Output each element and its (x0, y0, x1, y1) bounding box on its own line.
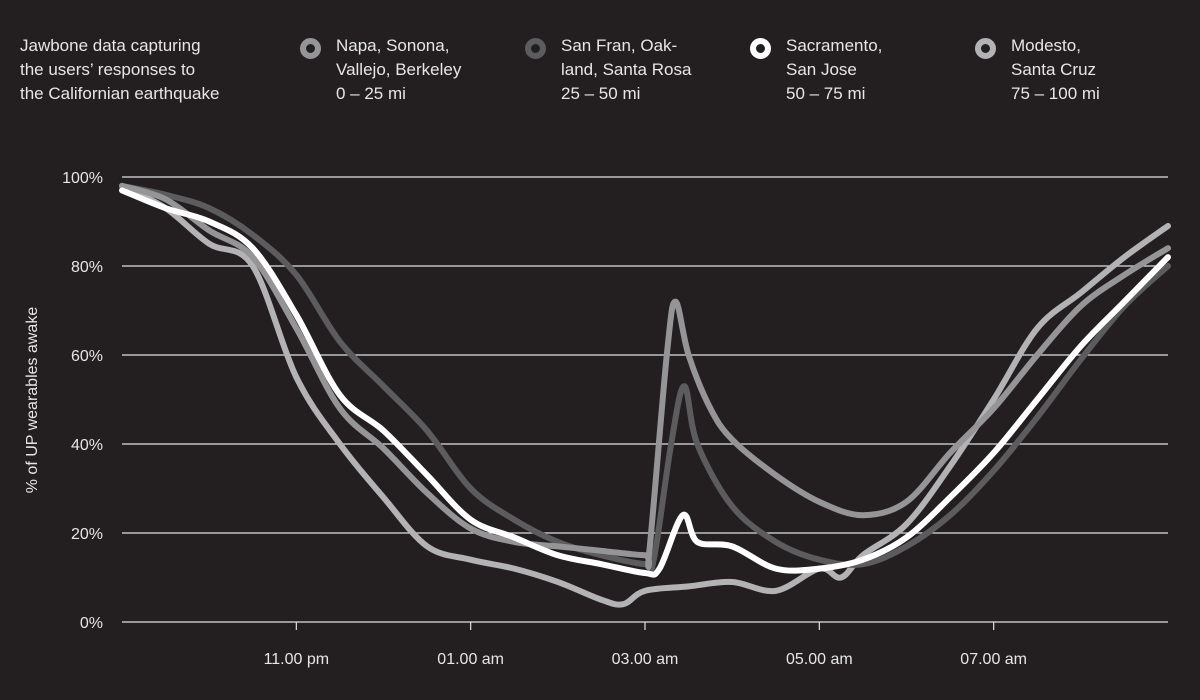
y-tick-label: 0% (80, 615, 103, 632)
y-tick-label: 40% (71, 437, 103, 454)
legend-range: 75 – 100 mi (1011, 84, 1100, 103)
legend-range: 25 – 50 mi (561, 84, 641, 103)
description-line: the users’ responses to (20, 60, 196, 79)
series-line-3 (119, 187, 1171, 578)
ring-marker-icon (525, 38, 546, 59)
x-tick-label: 11.00 pm (264, 651, 330, 668)
legend-label: Vallejo, Berkeley (336, 60, 462, 79)
x-tick-label: 07.00 am (960, 651, 1027, 668)
series-line-2 (119, 182, 1171, 570)
legend-range: 0 – 25 mi (336, 84, 406, 103)
legend-label: Napa, Sonona, (336, 36, 450, 55)
series-line-1 (119, 182, 1171, 574)
ring-marker-icon (750, 38, 771, 59)
description-line: Jawbone data capturing (20, 36, 201, 55)
y-tick-label: 100% (62, 170, 103, 187)
x-tick-label: 03.00 am (612, 651, 679, 668)
legend-label: Sacramento, (786, 36, 883, 55)
y-tick-label: 20% (71, 526, 103, 543)
y-tick-label: 60% (71, 348, 103, 365)
y-axis-label: % of UP wearables awake (24, 307, 41, 494)
ring-marker-icon (300, 38, 321, 59)
legend-label: San Fran, Oak- (561, 36, 678, 55)
series-line-0 (119, 182, 1171, 608)
legend-label: San Jose (786, 60, 857, 79)
legend-label: Modesto, (1011, 36, 1081, 55)
y-tick-label: 80% (71, 259, 103, 276)
chart-description: Jawbone data capturing the users’ respon… (20, 34, 280, 106)
ring-marker-icon (975, 38, 996, 59)
legend-label: Santa Cruz (1011, 60, 1097, 79)
description-line: the Californian earthquake (20, 84, 220, 103)
legend-range: 50 – 75 mi (786, 84, 866, 103)
legend-label: land, Santa Rosa (561, 60, 692, 79)
x-tick-label: 05.00 am (786, 651, 853, 668)
x-tick-label: 01.00 am (437, 651, 504, 668)
